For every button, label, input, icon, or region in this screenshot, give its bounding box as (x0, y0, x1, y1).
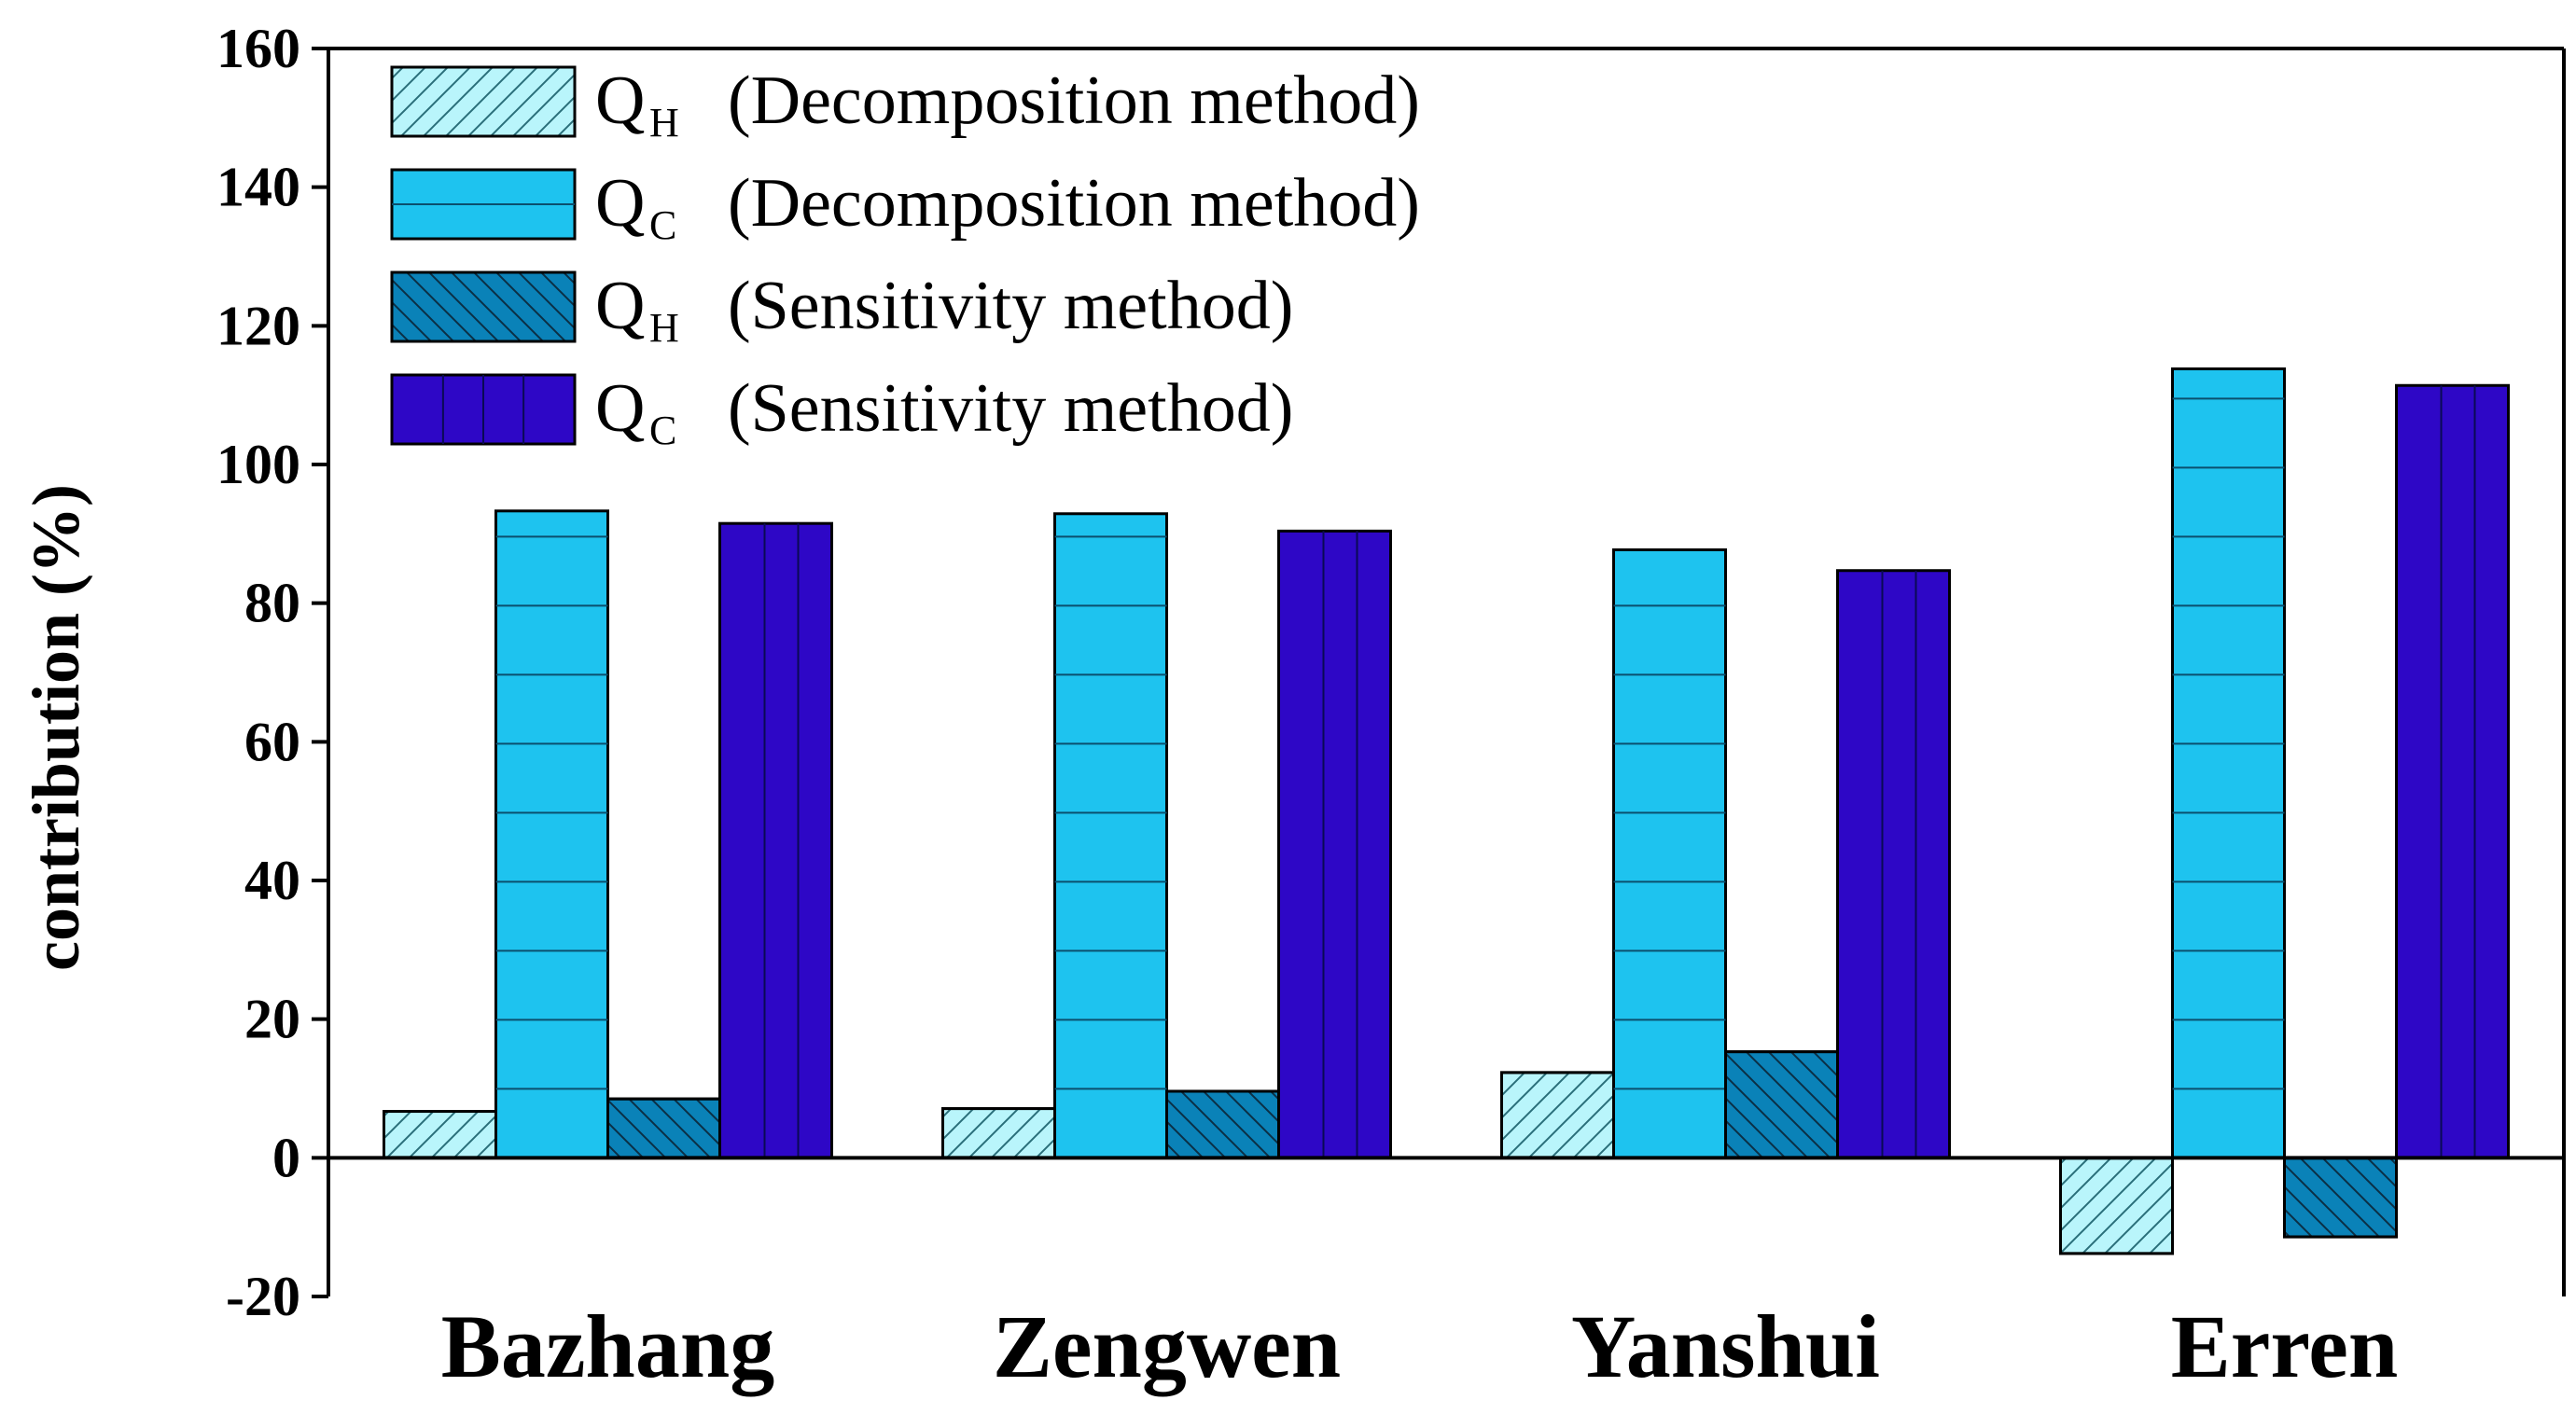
bar-vlines-bazhang (718, 521, 833, 1159)
bar-hlines-erren (2171, 367, 2286, 1159)
bar-hatch-down-erren (2283, 1156, 2398, 1239)
y-tick-label: 160 (216, 18, 300, 79)
legend-q-letter: Q (595, 370, 645, 447)
bar-pattern (1500, 1071, 1615, 1159)
legend-method: (Sensitivity method) (728, 268, 1293, 344)
bar (494, 509, 609, 1159)
legend-swatch-pattern (390, 270, 577, 343)
bar-pattern (941, 1107, 1056, 1159)
bar (1053, 512, 1168, 1159)
bar-hlines-zengwen (1053, 512, 1168, 1159)
legend-item-0: Q H (Decomposition method) (390, 62, 1420, 146)
y-tick-label: 140 (216, 157, 300, 218)
ticks-layer: -20 0 20 40 60 80 100 120 140 160 Bazhang Zengwen Ya… (216, 18, 2398, 1396)
y-tick-label: 40 (244, 850, 300, 911)
legend-item-1: Q C (Decomposition method) (390, 165, 1420, 248)
legend-q-letter: Q (595, 62, 645, 139)
bar (2395, 383, 2510, 1159)
bars-layer (383, 367, 2510, 1255)
legend-method: (Decomposition method) (728, 62, 1420, 139)
y-tick-label: 0 (272, 1127, 300, 1188)
bar-vlines-yanshui (1836, 569, 1951, 1159)
bar (718, 521, 833, 1159)
legend-swatch-pattern (390, 65, 577, 138)
bar-vlines-erren (2395, 383, 2510, 1159)
y-tick-label: 60 (244, 711, 300, 772)
legend: Q H (Decomposition method)Q C (Decomposition… (390, 62, 1420, 453)
legend-method: (Decomposition method) (728, 165, 1420, 242)
bar-hatch-down-zengwen (1165, 1089, 1280, 1159)
legend-item-3: Q C (Sensitivity method) (390, 370, 1293, 453)
category-label-bazhang: Bazhang (441, 1296, 774, 1396)
y-tick-label: 80 (244, 573, 300, 634)
bar (1836, 569, 1951, 1159)
y-tick-label: 120 (216, 295, 300, 356)
bar-hatch-down-yanshui (1724, 1050, 1839, 1159)
bar-hlines-yanshui (1612, 548, 1727, 1159)
y-axis-title: contribution (%) (19, 484, 93, 971)
bar-pattern (1165, 1089, 1280, 1159)
category-label-erren: Erren (2171, 1296, 2399, 1396)
bar (1277, 529, 1392, 1159)
legend-subscript: C (649, 202, 676, 248)
category-label-zengwen: Zengwen (993, 1296, 1341, 1396)
bar-hatch-up-yanshui (1500, 1071, 1615, 1159)
y-tick-label: -20 (226, 1266, 300, 1327)
bar-hatch-up-zengwen (941, 1107, 1056, 1159)
bar (1612, 548, 1727, 1159)
legend-q-letter: Q (595, 165, 645, 242)
legend-q-letter: Q (595, 268, 645, 344)
axes-layer (327, 47, 2566, 1296)
y-tick-label: 100 (216, 434, 300, 495)
bar-pattern (606, 1097, 721, 1159)
bar-pattern (1724, 1050, 1839, 1159)
category-label-yanshui: Yanshui (1571, 1296, 1880, 1396)
bar-hatch-down-bazhang (606, 1097, 721, 1159)
bar (2171, 367, 2286, 1159)
legend-subscript: H (649, 100, 679, 146)
legend-subscript: H (649, 305, 679, 351)
bar-pattern (2283, 1156, 2398, 1239)
bar-vlines-zengwen (1277, 529, 1392, 1159)
legend-item-2: Q H (Sensitivity method) (390, 268, 1293, 351)
bar-hatch-up-erren (2059, 1156, 2174, 1255)
legend-method: (Sensitivity method) (728, 370, 1293, 447)
bar-hatch-up-bazhang (383, 1110, 497, 1159)
y-tick-label: 20 (244, 989, 300, 1050)
bar-hlines-bazhang (494, 509, 609, 1159)
legend-subscript: C (649, 408, 676, 453)
bar-pattern (2059, 1156, 2174, 1255)
bar-pattern (383, 1110, 497, 1159)
